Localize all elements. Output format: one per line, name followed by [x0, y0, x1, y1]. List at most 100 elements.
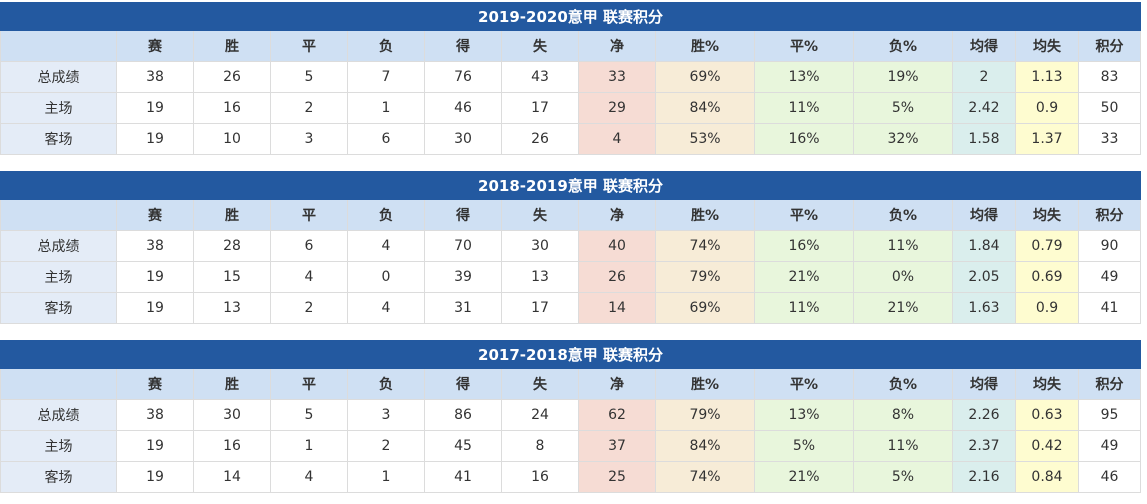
column-header: 胜% — [655, 30, 755, 62]
column-header: 负% — [853, 199, 953, 231]
table-cell: 70 — [424, 230, 502, 262]
table-row: 客场 19 14 4 1 41 16 25 74% 21% 5% 2.16 0.84 46 — [0, 461, 1142, 493]
table-row: 客场 19 10 3 6 30 26 4 53% 16% 32% 1.58 1.37 33 — [0, 123, 1142, 155]
row-label: 主场 — [0, 430, 117, 462]
row-label: 主场 — [0, 261, 117, 293]
table-cell: 5 — [270, 399, 348, 431]
standings-table-block: 2017-2018意甲 联赛积分赛胜平负得失净胜% 平% 负% 均得 均失 积分 总成绩 38… — [0, 340, 1142, 493]
table-cell: 30 — [424, 123, 502, 155]
table-cell: 31 — [424, 292, 502, 324]
table-cell: 62 — [578, 399, 656, 431]
table-cell: 13% — [754, 61, 854, 93]
table-cell: 26 — [193, 61, 271, 93]
table-cell: 5% — [853, 92, 953, 124]
table-cell: 37 — [578, 430, 656, 462]
table-cell: 0.79 — [1015, 230, 1079, 262]
standings-table-block: 2018-2019意甲 联赛积分赛胜平负得失净胜% 平% 负% 均得 均失 积分 总成绩 38… — [0, 171, 1142, 324]
table-cell: 14 — [193, 461, 271, 493]
column-header: 净 — [578, 368, 656, 400]
table-cell: 2.05 — [952, 261, 1016, 293]
standings-table-block: 2019-2020意甲 联赛积分赛胜平负得失净胜% 平% 负% 均得 均失 积分 总成绩 38… — [0, 2, 1142, 155]
table-cell: 90 — [1077, 230, 1142, 262]
table-cell: 41 — [1077, 292, 1142, 324]
table-cell: 50 — [1077, 92, 1142, 124]
table-cell: 28 — [193, 230, 271, 262]
column-header: 均失 — [1015, 199, 1079, 231]
column-header: 平 — [270, 199, 348, 231]
table-cell: 38 — [116, 230, 194, 262]
table-cell: 30 — [501, 230, 579, 262]
column-header: 均得 — [952, 199, 1016, 231]
table-cell: 46 — [424, 92, 502, 124]
table-cell: 2 — [347, 430, 425, 462]
table-cell: 79% — [655, 261, 755, 293]
column-header: 净 — [578, 30, 656, 62]
table-row: 客场 19 13 2 4 31 17 14 69% 11% 21% 1.63 0.9 41 — [0, 292, 1142, 324]
table-cell: 16% — [754, 230, 854, 262]
table-row: 主场 19 15 4 0 39 13 26 79% 21% 0% 2.05 0.69 49 — [0, 261, 1142, 293]
row-label: 总成绩 — [0, 61, 117, 93]
table-cell: 13 — [193, 292, 271, 324]
table-cell: 69% — [655, 292, 755, 324]
table-cell: 19 — [116, 92, 194, 124]
column-header: 失 — [501, 199, 579, 231]
table-cell: 6 — [347, 123, 425, 155]
column-header: 赛 — [116, 199, 194, 231]
table-cell: 11% — [754, 292, 854, 324]
table-cell: 13% — [754, 399, 854, 431]
table-cell: 4 — [270, 461, 348, 493]
column-header: 失 — [501, 368, 579, 400]
column-header — [0, 199, 117, 231]
standings-table: 2018-2019意甲 联赛积分赛胜平负得失净胜% 平% 负% 均得 均失 积分 总成绩 38… — [0, 171, 1142, 324]
column-header: 平 — [270, 368, 348, 400]
column-header: 负 — [347, 199, 425, 231]
column-header: 积分 — [1077, 199, 1142, 231]
table-cell: 8% — [853, 399, 953, 431]
column-header: 均失 — [1015, 368, 1079, 400]
column-header: 得 — [424, 199, 502, 231]
table-cell: 11% — [754, 92, 854, 124]
table-cell: 4 — [578, 123, 656, 155]
table-cell: 1 — [270, 430, 348, 462]
table-cell: 5 — [270, 61, 348, 93]
column-header: 胜 — [193, 368, 271, 400]
row-label: 主场 — [0, 92, 117, 124]
table-cell: 6 — [270, 230, 348, 262]
table-cell: 69% — [655, 61, 755, 93]
table-cell: 13 — [501, 261, 579, 293]
table-cell: 84% — [655, 92, 755, 124]
table-cell: 1.37 — [1015, 123, 1079, 155]
table-cell: 0 — [347, 261, 425, 293]
table-cell: 4 — [347, 292, 425, 324]
column-header: 赛 — [116, 30, 194, 62]
column-header: 积分 — [1077, 368, 1142, 400]
table-cell: 11% — [853, 430, 953, 462]
table-cell: 46 — [1077, 461, 1142, 493]
table-cell: 0% — [853, 261, 953, 293]
table-cell: 24 — [501, 399, 579, 431]
column-header: 胜% — [655, 199, 755, 231]
column-header: 净 — [578, 199, 656, 231]
table-cell: 39 — [424, 261, 502, 293]
column-header: 平 — [270, 30, 348, 62]
column-header: 平% — [754, 30, 854, 62]
table-row: 主场 19 16 2 1 46 17 29 84% 11% 5% 2.42 0.9 50 — [0, 92, 1142, 124]
table-cell: 2 — [270, 292, 348, 324]
table-cell: 10 — [193, 123, 271, 155]
table-cell: 86 — [424, 399, 502, 431]
column-header — [0, 30, 117, 62]
table-cell: 0.9 — [1015, 292, 1079, 324]
table-cell: 95 — [1077, 399, 1142, 431]
column-header: 均得 — [952, 30, 1016, 62]
table-cell: 0.84 — [1015, 461, 1079, 493]
table-cell: 11% — [853, 230, 953, 262]
table-cell: 2.37 — [952, 430, 1016, 462]
table-cell: 2.16 — [952, 461, 1016, 493]
table-title: 2019-2020意甲 联赛积分 — [0, 2, 1142, 31]
table-cell: 2 — [952, 61, 1016, 93]
column-header: 得 — [424, 368, 502, 400]
table-cell: 21% — [853, 292, 953, 324]
standings-table: 2019-2020意甲 联赛积分赛胜平负得失净胜% 平% 负% 均得 均失 积分 总成绩 38… — [0, 2, 1142, 155]
table-cell: 5% — [853, 461, 953, 493]
table-cell: 1.13 — [1015, 61, 1079, 93]
